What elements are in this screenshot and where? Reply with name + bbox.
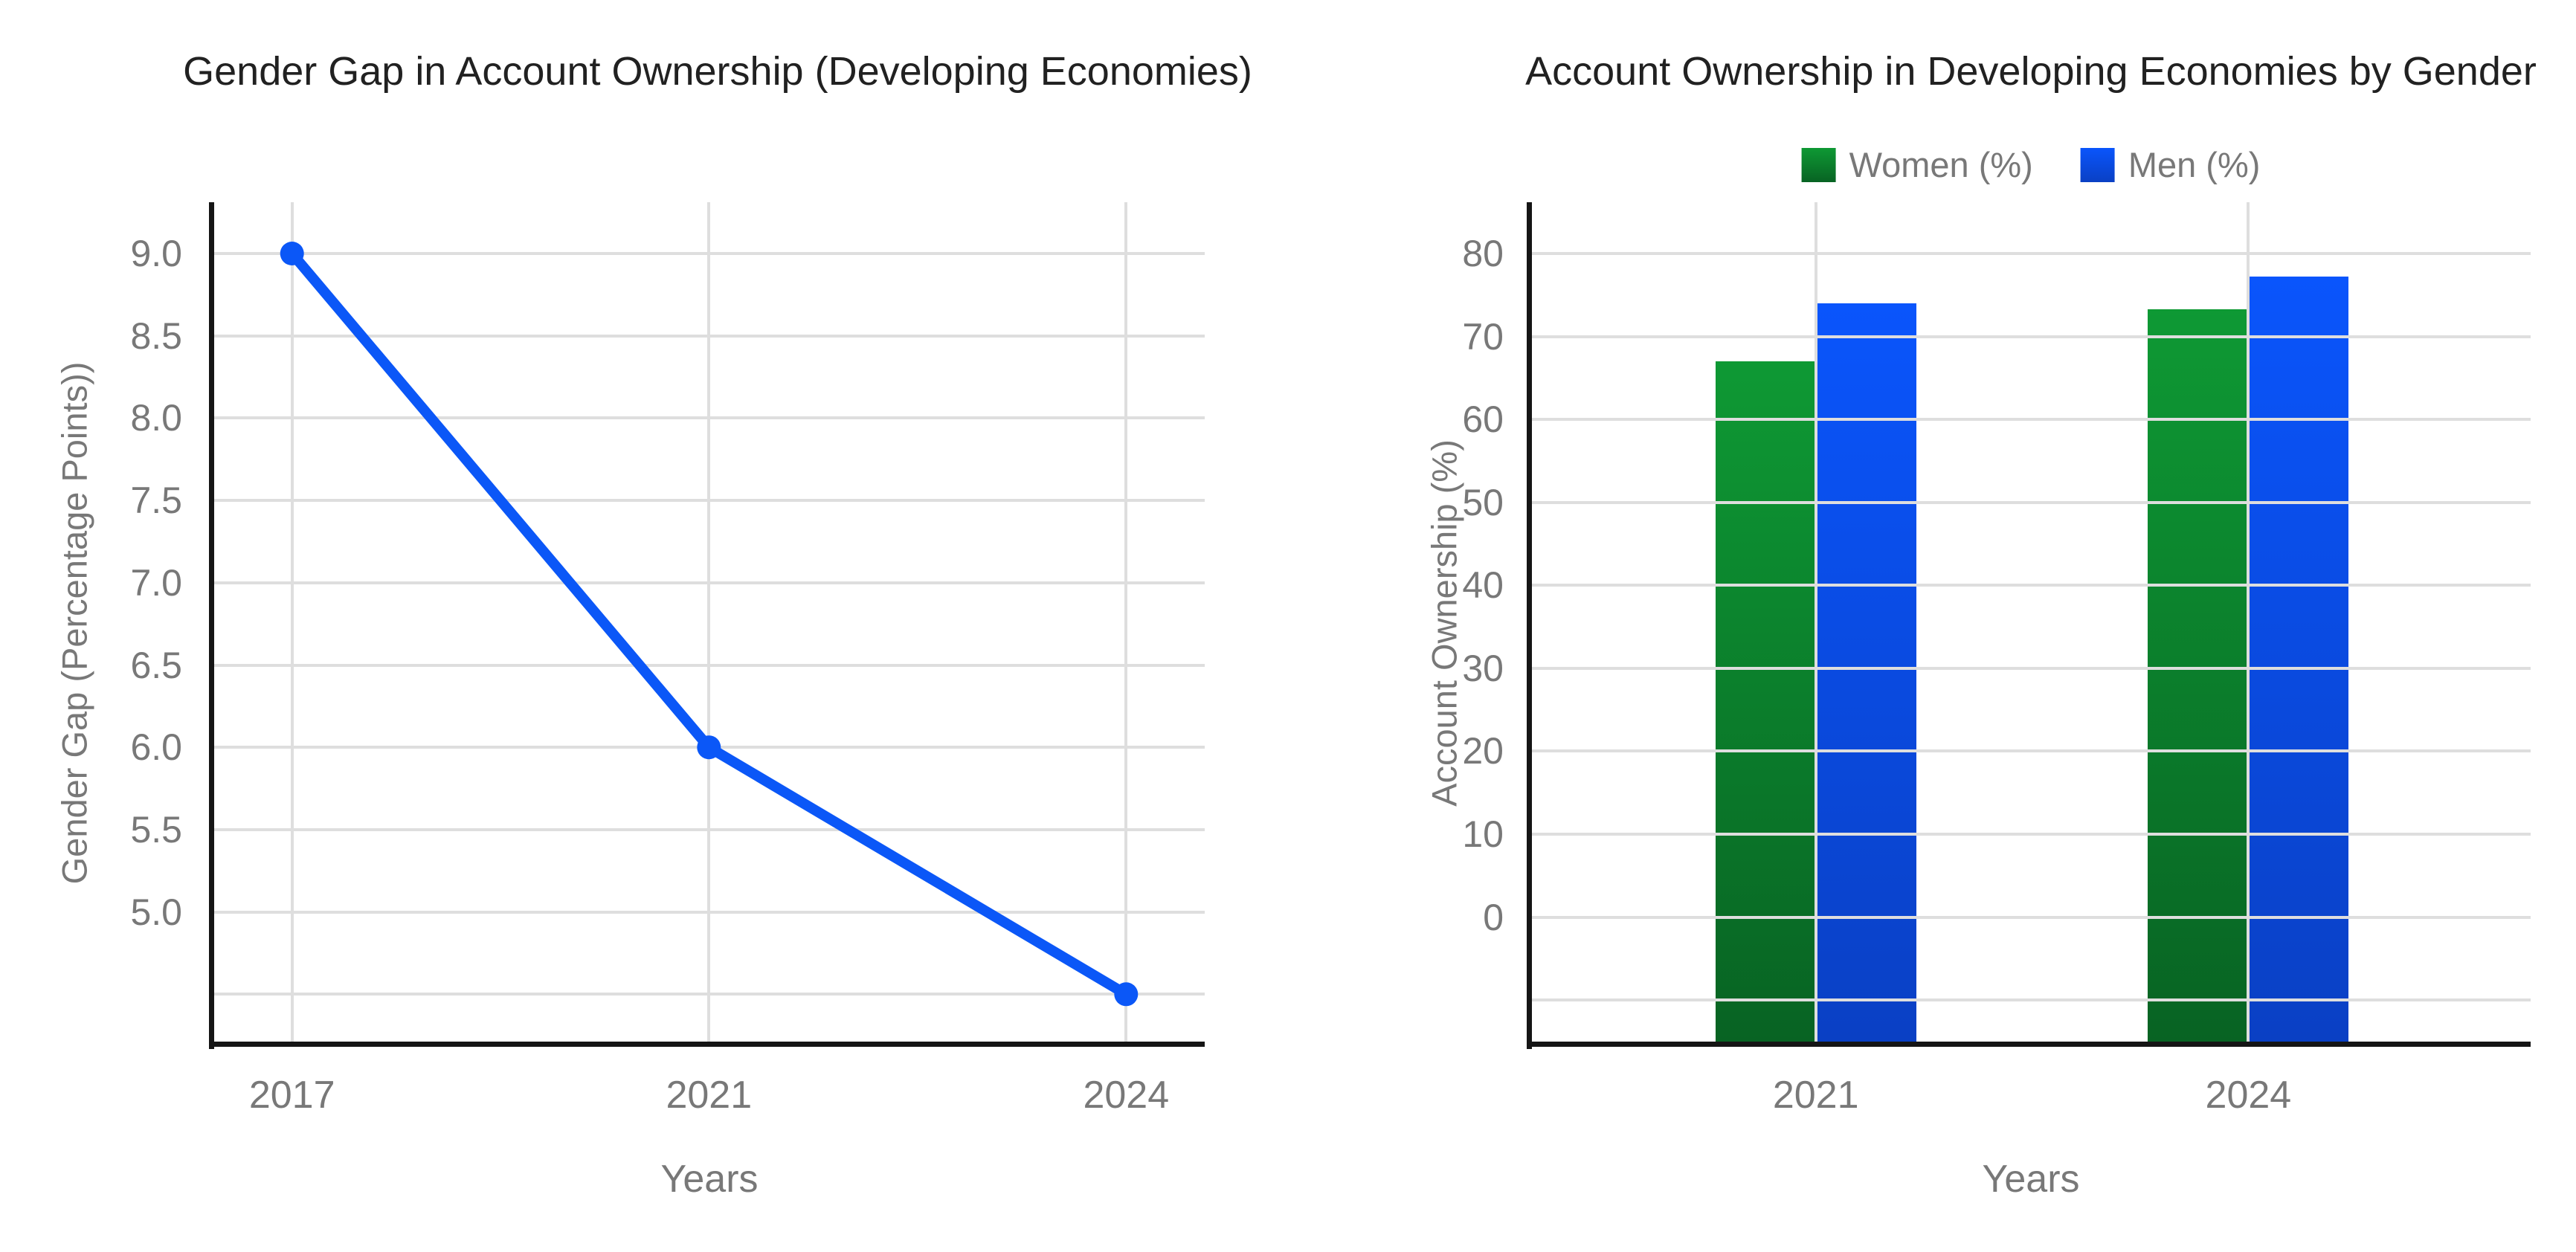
v-gridline [290,202,294,1044]
y-tick-label: 7.0 [130,561,182,604]
left-y-axis-label: Gender Gap (Percentage Points)) [54,361,94,885]
y-tick-label: 7.5 [130,480,182,522]
y-tick-label: 5.0 [130,891,182,933]
trend-line [286,248,1132,1000]
x-tick-label: 2017 [248,1074,335,1117]
legend: Women (%) Men (%) [1801,145,2261,184]
right-chart-title: Account Ownership in Developing Economie… [1525,49,2537,94]
h-gridline [1532,252,2531,255]
h-gridline [1532,666,2531,670]
legend-swatch-icon [1801,148,1836,182]
data-point-2021 [697,735,721,760]
legend-label: Women (%) [1849,145,2033,184]
y-tick-label: 6.5 [130,644,182,686]
y-tick-label: 30 [1462,647,1504,689]
legend-item: Men (%) [2080,145,2261,184]
legend-item: Women (%) [1801,145,2033,184]
y-tick-label: 20 [1462,730,1504,772]
y-tick-label: 10 [1462,813,1504,855]
y-tick-label: 50 [1462,481,1504,523]
y-tick-label: 70 [1462,315,1504,358]
x-tick-label: 2021 [666,1074,753,1117]
v-gridline [1814,202,1817,1044]
legend-label: Men (%) [2128,145,2261,184]
h-gridline [1532,833,2531,836]
trend-line-layer [280,242,1139,1007]
v-gridline [1124,202,1128,1044]
bar-women-2021 [1715,361,1816,1042]
y-tick-label: 8.5 [130,314,182,357]
y-tick-label: 60 [1462,398,1504,441]
y-tick-label: 40 [1462,564,1504,607]
h-gridline [1532,418,2531,422]
bar-men-2024 [2248,277,2349,1042]
right-x-axis-label: Years [1982,1158,2080,1201]
left-chart-title: Gender Gap in Account Ownership (Develop… [183,49,1252,94]
y-tick-label: 80 [1462,233,1504,274]
v-gridline [707,202,711,1044]
data-point-2024 [1114,982,1139,1007]
h-gridline [1532,584,2531,587]
h-gridline [1532,500,2531,504]
h-gridline [1532,749,2531,753]
bar-women-2024 [2148,309,2249,1042]
y-axis-line [209,202,214,1049]
x-tick-label: 2021 [1772,1074,1859,1117]
y-tick-label: 8.0 [130,397,182,439]
y-tick-label: 5.5 [130,808,182,851]
legend-swatch-icon [2080,148,2115,182]
y-tick-label: 9.0 [130,233,182,274]
left-x-axis-label: Years [660,1158,759,1201]
y-axis-line [1527,202,1532,1049]
y-tick-label: 6.0 [130,726,182,769]
h-gridline [1532,915,2531,919]
y-tick-label: 0 [1483,896,1504,938]
data-point-2017 [280,242,304,265]
h-gridline [1532,335,2531,338]
x-tick-label: 2024 [2205,1074,2292,1117]
h-gridline [1532,998,2531,1002]
x-axis-line [209,1042,1205,1047]
x-axis-line [1527,1042,2531,1047]
v-gridline [2247,202,2250,1044]
bar-men-2021 [1815,303,1916,1042]
x-tick-label: 2024 [1083,1074,1170,1117]
